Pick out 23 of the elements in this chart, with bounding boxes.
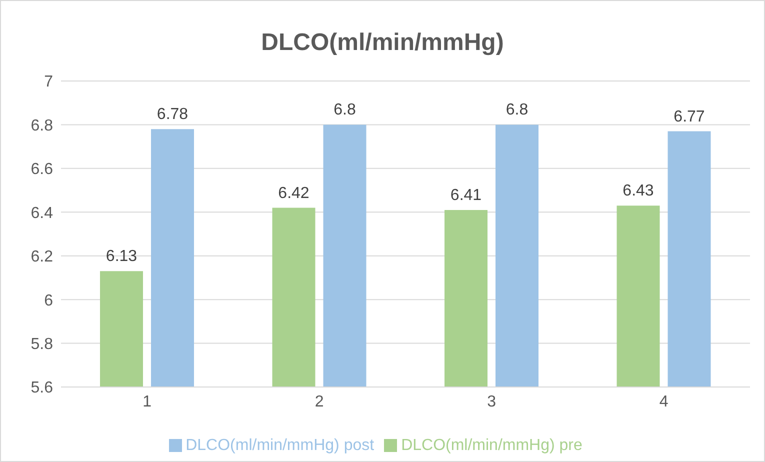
y-tick-label: 6 bbox=[44, 292, 54, 310]
legend-label: DLCO(ml/min/mmHg) pre bbox=[401, 437, 582, 454]
data-label: 6.78 bbox=[156, 106, 188, 124]
x-tick-label: 4 bbox=[659, 393, 668, 410]
y-tick-label: 6.8 bbox=[30, 117, 54, 134]
y-tick-label: 5.8 bbox=[30, 336, 54, 353]
data-label: 6.8 bbox=[506, 102, 528, 119]
x-tick-label: 3 bbox=[487, 393, 496, 410]
data-label: 6.42 bbox=[278, 184, 310, 202]
data-label: 6.43 bbox=[622, 182, 654, 200]
legend-label: DLCO(ml/min/mmHg) post bbox=[186, 437, 374, 454]
x-tick-label: 1 bbox=[142, 393, 152, 410]
y-tick-label: 6.4 bbox=[30, 204, 54, 222]
data-label: 6.41 bbox=[450, 186, 482, 204]
data-label: 6.77 bbox=[674, 108, 705, 126]
y-tick-label: 6.2 bbox=[30, 248, 54, 266]
y-tick-label: 5.6 bbox=[30, 380, 54, 397]
y-tick-label: 6.6 bbox=[30, 161, 54, 178]
chart-title: DLCO(ml/min/mmHg) bbox=[260, 29, 505, 57]
data-label: 6.13 bbox=[106, 248, 138, 266]
x-tick-label: 2 bbox=[314, 393, 324, 410]
data-label: 6.8 bbox=[334, 102, 356, 119]
y-tick-label: 7 bbox=[44, 74, 54, 91]
